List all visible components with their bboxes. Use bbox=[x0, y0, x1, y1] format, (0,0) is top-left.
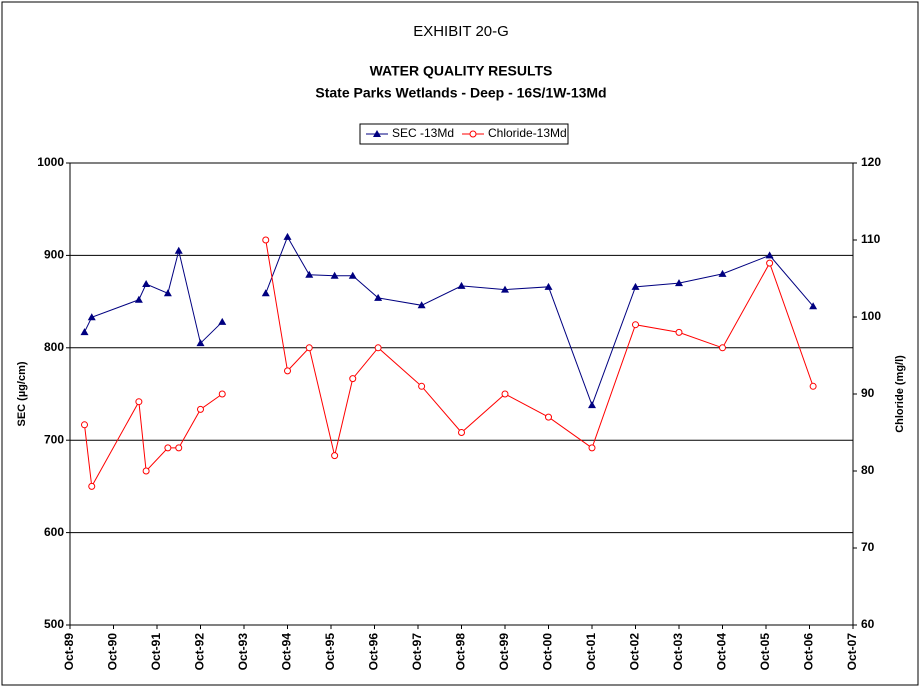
marker bbox=[142, 280, 151, 288]
marker bbox=[284, 367, 291, 375]
x-tick-label: Oct-99 bbox=[497, 633, 511, 671]
legend-label: Chloride-13Md bbox=[488, 126, 567, 140]
marker bbox=[218, 317, 227, 325]
chart-subtitle: State Parks Wetlands - Deep - 16S/1W-13M… bbox=[315, 85, 606, 101]
marker bbox=[418, 382, 426, 390]
marker bbox=[457, 281, 466, 289]
marker bbox=[305, 270, 314, 278]
marker bbox=[417, 301, 426, 309]
marker bbox=[331, 452, 339, 460]
series-line bbox=[84, 393, 223, 488]
y2-tick-label: 100 bbox=[861, 309, 881, 323]
marker bbox=[163, 289, 172, 297]
series-line bbox=[265, 239, 814, 456]
marker bbox=[283, 232, 292, 240]
x-tick-label: Oct-04 bbox=[715, 633, 729, 671]
marker bbox=[175, 444, 183, 452]
y-axis-label: SEC (µg/cm) bbox=[16, 361, 28, 426]
marker bbox=[809, 302, 818, 310]
marker bbox=[87, 313, 96, 321]
marker bbox=[809, 382, 817, 390]
marker bbox=[675, 328, 683, 336]
x-tick-label: Oct-01 bbox=[584, 633, 598, 671]
x-tick-label: Oct-96 bbox=[367, 633, 381, 671]
marker bbox=[81, 421, 88, 429]
marker bbox=[174, 246, 183, 254]
marker bbox=[134, 295, 143, 303]
x-tick-label: Oct-94 bbox=[280, 633, 294, 671]
x-tick-label: Oct-95 bbox=[323, 633, 337, 671]
y-tick-label: 700 bbox=[44, 432, 64, 446]
marker bbox=[501, 390, 509, 398]
y-tick-label: 1000 bbox=[37, 155, 64, 169]
marker bbox=[765, 251, 774, 259]
marker bbox=[719, 344, 726, 352]
x-tick-label: Oct-00 bbox=[541, 633, 555, 671]
legend-marker bbox=[373, 130, 381, 137]
y2-tick-label: 120 bbox=[861, 155, 881, 169]
marker bbox=[80, 328, 89, 336]
marker bbox=[632, 321, 639, 329]
plot-area bbox=[69, 162, 854, 626]
marker bbox=[135, 398, 143, 406]
y2-tick-label: 90 bbox=[861, 386, 875, 400]
marker bbox=[631, 282, 640, 290]
x-tick-label: Oct-89 bbox=[62, 633, 76, 671]
marker bbox=[142, 467, 150, 475]
x-tick-label: Oct-90 bbox=[106, 633, 120, 671]
y2-tick-label: 110 bbox=[861, 232, 881, 246]
marker bbox=[88, 482, 96, 490]
y-tick-label: 500 bbox=[44, 617, 64, 631]
marker bbox=[218, 390, 226, 398]
marker bbox=[348, 271, 357, 279]
x-tick-label: Oct-98 bbox=[454, 633, 468, 671]
marker bbox=[374, 344, 382, 352]
chart-title: EXHIBIT 20-G bbox=[413, 23, 509, 40]
legend-label: SEC -13Md bbox=[392, 126, 454, 140]
y-tick-label: 900 bbox=[44, 248, 64, 262]
marker bbox=[262, 236, 270, 244]
y2-tick-label: 60 bbox=[861, 617, 875, 631]
legend-marker bbox=[469, 130, 477, 138]
chart-subtitle: WATER QUALITY RESULTS bbox=[370, 63, 553, 79]
y-tick-label: 600 bbox=[44, 525, 64, 539]
series-line bbox=[84, 250, 223, 345]
marker bbox=[197, 405, 204, 413]
y-tick-label: 800 bbox=[44, 340, 64, 354]
marker bbox=[501, 285, 509, 293]
marker bbox=[458, 429, 465, 436]
marker bbox=[675, 279, 683, 287]
marker bbox=[766, 259, 774, 267]
marker bbox=[164, 444, 172, 452]
series-line bbox=[265, 235, 814, 407]
marker bbox=[349, 375, 357, 383]
x-tick-label: Oct-07 bbox=[845, 633, 859, 671]
x-tick-label: Oct-05 bbox=[758, 633, 772, 671]
marker bbox=[588, 444, 596, 452]
marker bbox=[718, 269, 727, 277]
x-tick-label: Oct-93 bbox=[236, 633, 250, 671]
x-tick-label: Oct-97 bbox=[410, 633, 424, 671]
x-tick-label: Oct-91 bbox=[149, 633, 163, 671]
marker bbox=[588, 401, 596, 409]
x-tick-label: Oct-02 bbox=[628, 633, 642, 671]
y2-axis-label: Chloride (mg/l) bbox=[894, 355, 906, 433]
marker bbox=[330, 271, 339, 279]
marker bbox=[544, 282, 553, 290]
y2-tick-label: 80 bbox=[861, 463, 875, 477]
marker bbox=[196, 339, 205, 347]
y2-tick-label: 70 bbox=[861, 540, 875, 554]
marker bbox=[545, 413, 552, 421]
x-tick-label: Oct-92 bbox=[193, 633, 207, 671]
marker bbox=[374, 293, 383, 301]
marker bbox=[261, 289, 270, 297]
marker bbox=[305, 344, 313, 352]
x-tick-label: Oct-03 bbox=[671, 633, 685, 671]
x-tick-label: Oct-06 bbox=[802, 633, 816, 671]
